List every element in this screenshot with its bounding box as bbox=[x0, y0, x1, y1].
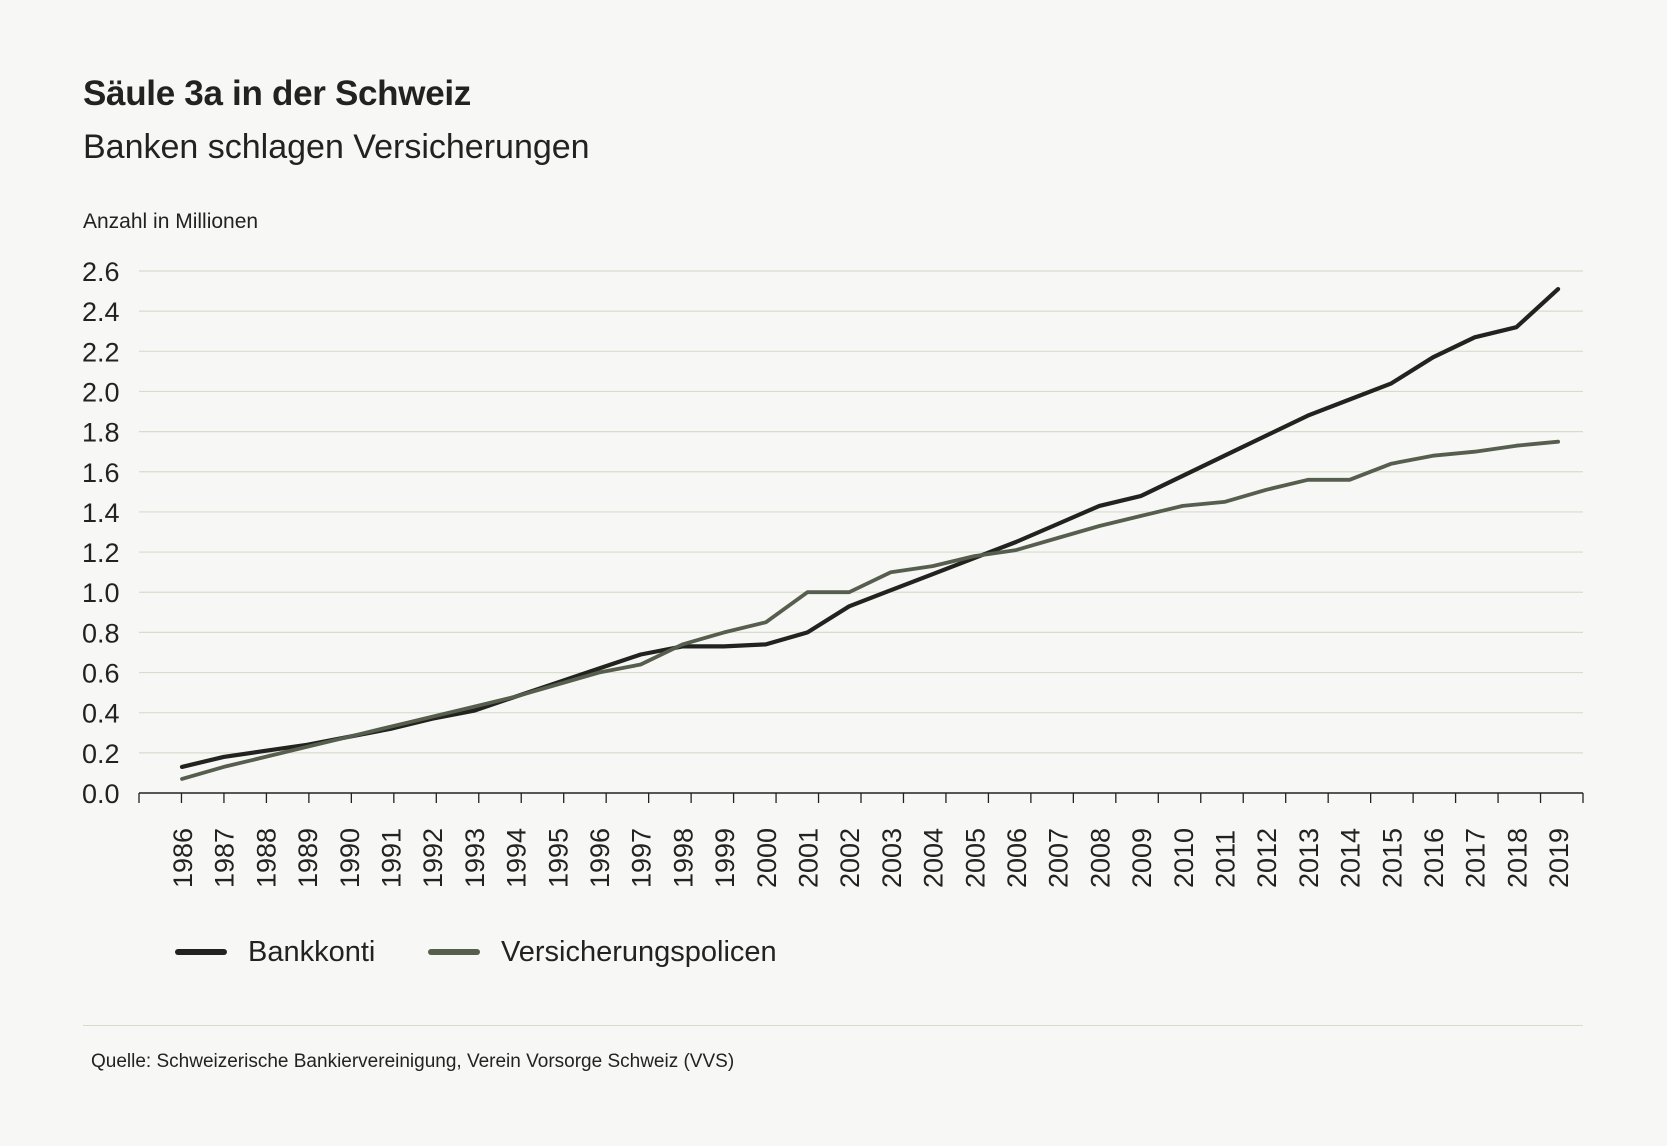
x-tick-label: 1999 bbox=[710, 828, 740, 888]
x-tick-label: 1997 bbox=[627, 828, 657, 888]
y-tick-label: 2.6 bbox=[82, 257, 120, 287]
x-tick-label: 1998 bbox=[668, 828, 698, 888]
x-tick-label: 2000 bbox=[752, 828, 782, 888]
x-tick-label: 1995 bbox=[543, 828, 573, 888]
y-tick-label: 1.0 bbox=[82, 578, 120, 608]
y-tick-label: 2.4 bbox=[82, 297, 120, 327]
x-tick-label: 2013 bbox=[1294, 828, 1324, 888]
x-tick-label: 2015 bbox=[1377, 828, 1407, 888]
x-axis bbox=[138, 792, 1584, 803]
x-tick-label: 1988 bbox=[251, 828, 281, 888]
x-tick-label: 2014 bbox=[1336, 828, 1366, 888]
series-lines bbox=[179, 287, 1561, 781]
gridlines bbox=[139, 270, 1583, 754]
series-line-bankkonti bbox=[179, 287, 1561, 770]
x-tick-label: 2018 bbox=[1502, 828, 1532, 888]
legend-item-bankkonti: Bankkonti bbox=[175, 932, 375, 972]
x-tick-label: 2002 bbox=[835, 828, 865, 888]
x-tick-labels: 1986 1987 1988 1989 1990 1991 1992 1993 1994 1995… bbox=[168, 828, 1574, 888]
y-tick-label: 1.6 bbox=[82, 458, 120, 488]
x-tick-label: 2006 bbox=[1002, 828, 1032, 888]
legend-swatch-bankkonti bbox=[175, 949, 227, 955]
y-tick-label: 1.2 bbox=[82, 538, 120, 568]
x-tick-label: 2011 bbox=[1211, 830, 1241, 888]
source-note: Quelle: Schweizerische Bankiervereinigun… bbox=[91, 1051, 735, 1072]
x-tick-label: 1990 bbox=[335, 828, 365, 888]
x-tick-label: 1994 bbox=[502, 828, 532, 888]
x-tick-label: 1992 bbox=[418, 828, 448, 888]
x-tick-label: 1986 bbox=[168, 828, 198, 888]
x-tick-label: 2019 bbox=[1544, 828, 1574, 888]
x-tick-label: 2017 bbox=[1461, 828, 1491, 888]
y-tick-labels: 0.0 0.2 0.4 0.6 0.8 1.0 1.2 1.4 1.6 1.8 2.0 2.2 2.4 2… bbox=[82, 257, 120, 809]
y-tick-label: 0.0 bbox=[82, 779, 120, 809]
x-tick-label: 2008 bbox=[1085, 828, 1115, 888]
x-tick-label: 1989 bbox=[293, 828, 323, 888]
x-tick-label: 2007 bbox=[1044, 828, 1074, 888]
y-tick-label: 1.4 bbox=[82, 498, 120, 528]
x-tick-label: 2004 bbox=[919, 828, 949, 888]
y-tick-label: 0.6 bbox=[82, 659, 120, 689]
y-tick-label: 2.2 bbox=[82, 337, 120, 367]
y-tick-label: 0.4 bbox=[82, 699, 120, 729]
x-tick-label: 1991 bbox=[377, 828, 407, 888]
legend-item-versicherungspolicen: Versicherungspolicen bbox=[428, 932, 777, 972]
y-tick-label: 0.2 bbox=[82, 739, 120, 769]
x-tick-label: 2012 bbox=[1252, 828, 1282, 888]
legend-swatch-versicherungspolicen bbox=[428, 949, 480, 955]
x-tick-label: 2003 bbox=[877, 828, 907, 888]
chart-subtitle: Banken schlagen Versicherungen bbox=[83, 128, 590, 166]
source-divider bbox=[83, 1025, 1583, 1026]
x-tick-label: 1987 bbox=[210, 828, 240, 888]
series-line-versicherungspolicen bbox=[180, 439, 1560, 781]
x-tick-label: 1996 bbox=[585, 828, 615, 888]
x-tick-label: 1993 bbox=[460, 828, 490, 888]
x-tick-label: 2009 bbox=[1127, 828, 1157, 888]
y-axis-unit-label: Anzahl in Millionen bbox=[83, 210, 259, 233]
x-tick-label: 2001 bbox=[794, 828, 824, 888]
legend-label-versicherungspolicen: Versicherungspolicen bbox=[501, 935, 777, 968]
chart-title: Säule 3a in der Schweiz bbox=[83, 74, 471, 113]
x-tick-label: 2010 bbox=[1169, 828, 1199, 888]
y-tick-label: 2.0 bbox=[82, 377, 120, 407]
legend-label-bankkonti: Bankkonti bbox=[248, 935, 376, 968]
x-tick-label: 2005 bbox=[960, 828, 990, 888]
y-tick-label: 0.8 bbox=[82, 618, 120, 648]
y-tick-label: 1.8 bbox=[82, 418, 120, 448]
x-tick-label: 2016 bbox=[1419, 828, 1449, 888]
